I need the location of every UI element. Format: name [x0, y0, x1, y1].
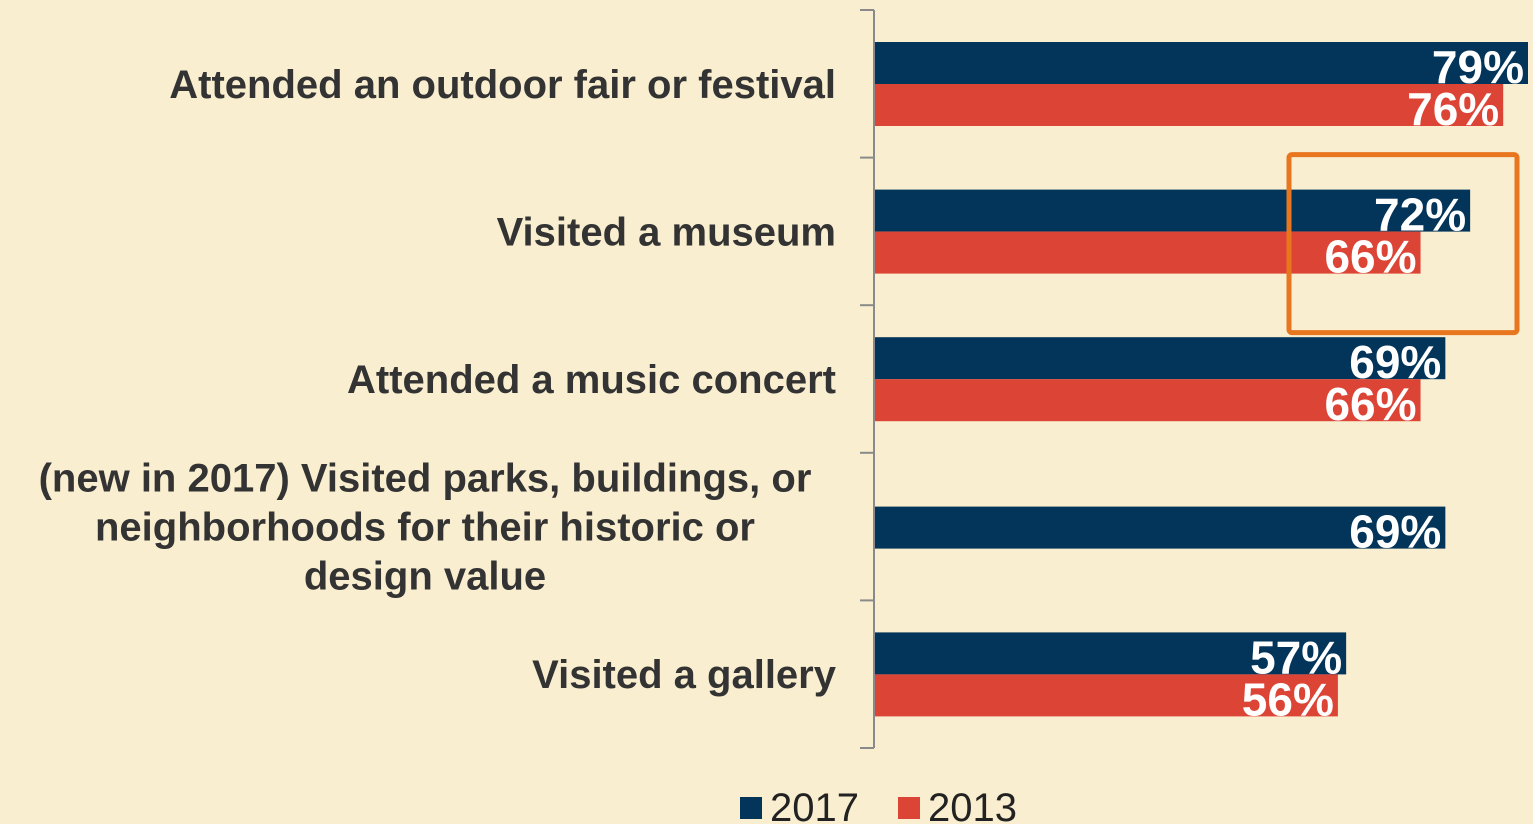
bar-2017-attended-an-outdoor-fair [875, 42, 1528, 84]
data-label-2017: 72% [1374, 189, 1466, 241]
bar-2017-visited-a-gallery [875, 632, 1347, 675]
category-label-line: (new in 2017) Visited parks, buildings, … [39, 457, 812, 501]
category-label-attended-an-outdoor-fair-or-fe: Attended an outdoor fair or festival [169, 63, 836, 107]
bar-2017-new-in-2017-visited-park [875, 506, 1446, 549]
bar-2017-attended-a-music-concert [875, 337, 1446, 380]
data-label-2013: 56% [1242, 673, 1334, 725]
legend-label-2013: 2013 [928, 786, 1017, 824]
legend-label-2017: 2017 [770, 786, 859, 824]
category-label-attended-a-music-concert: Attended a music concert [347, 358, 836, 402]
category-label-line: Visited a gallery [532, 653, 837, 697]
bar-2013-attended-a-music-concert [875, 379, 1421, 422]
bars [875, 42, 1528, 717]
category-label-line: design value [304, 555, 546, 599]
highlight-box-rect [1286, 152, 1520, 336]
data-label-2013: 66% [1324, 378, 1416, 430]
legend: 2017 2013 [740, 786, 1017, 824]
category-label-visited-a-museum: Visited a museum [497, 210, 836, 254]
data-label-2017: 69% [1349, 336, 1441, 388]
category-label-line: Visited a museum [497, 210, 836, 254]
data-label-2013: 66% [1324, 231, 1416, 283]
data-labels: 79%76%72%66%69%66%69%57%56% [1242, 41, 1524, 725]
data-label-2017: 79% [1432, 41, 1524, 93]
category-label-line: Attended an outdoor fair or festival [169, 63, 836, 107]
bar-2013-visited-a-museum [875, 231, 1421, 274]
category-label-line: Attended a music concert [347, 358, 836, 402]
category-label-line: neighborhoods for their historic or [95, 506, 755, 550]
category-label-new-in-2017-visited-parks-buil: (new in 2017) Visited parks, buildings, … [39, 457, 812, 599]
bar-2017-visited-a-museum [875, 189, 1471, 232]
category-label-visited-a-gallery: Visited a gallery [532, 653, 837, 697]
data-label-2017: 57% [1250, 631, 1342, 683]
bar-2013-attended-an-outdoor-fair [875, 84, 1504, 126]
highlight-box [1286, 152, 1520, 336]
legend-swatch-2017 [740, 797, 762, 819]
legend-swatch-2013 [898, 797, 920, 819]
data-label-2013: 76% [1407, 83, 1499, 135]
category-labels: Attended an outdoor fair or festival Visi… [39, 63, 837, 697]
data-label-2017: 69% [1349, 506, 1441, 558]
bar-2013-visited-a-gallery [875, 674, 1338, 717]
category-axis [860, 9, 875, 749]
